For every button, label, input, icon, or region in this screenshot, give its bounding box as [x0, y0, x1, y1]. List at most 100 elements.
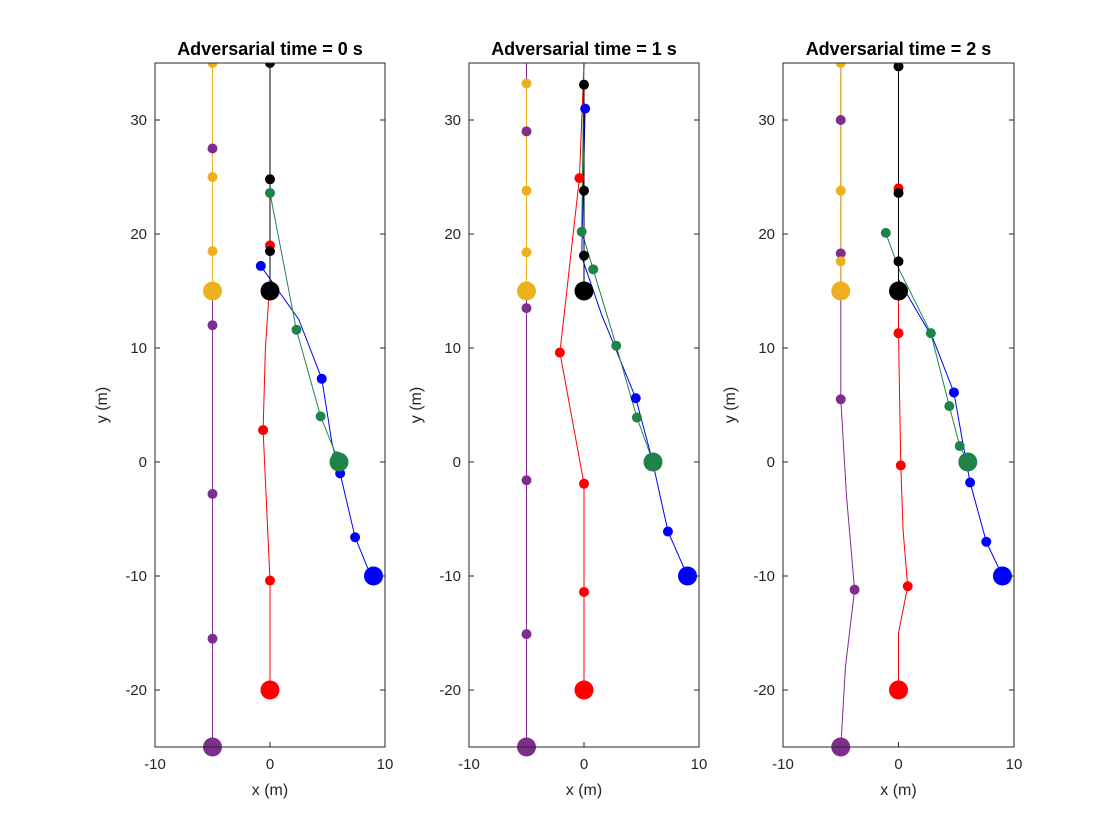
waypoint-5-2 [944, 401, 955, 412]
start-marker-3 [260, 680, 280, 700]
waypoint-6-1 [265, 246, 275, 257]
x-tick-label: 10 [377, 756, 394, 773]
waypoint-3-3 [893, 328, 904, 339]
start-marker-6 [574, 281, 594, 301]
waypoint-5-2 [611, 340, 622, 351]
waypoint-4-4 [316, 373, 327, 384]
waypoint-1-4 [521, 126, 532, 137]
waypoint-5-4 [265, 187, 275, 198]
y-tick-label: 20 [444, 226, 461, 243]
waypoint-5-4 [880, 227, 891, 238]
waypoint-5-1 [631, 412, 642, 423]
waypoint-5-1 [954, 441, 965, 452]
y-tick-label: 10 [130, 340, 147, 357]
subplot-1: -10 0 10 -20 -10 0 10 20 30 Adversarial time = 0 … [94, 39, 393, 799]
waypoint-6-3 [579, 79, 589, 90]
waypoint-2-1 [207, 246, 218, 257]
start-marker-3 [574, 680, 594, 700]
x-tick-label: 10 [1006, 756, 1023, 773]
waypoint-6-1 [579, 250, 589, 261]
y-tick-label: 30 [130, 112, 147, 129]
waypoint-1-3 [521, 303, 532, 314]
waypoint-1-1 [849, 584, 860, 595]
start-marker-3 [889, 680, 908, 700]
waypoint-4-2 [630, 393, 641, 404]
chart-title: Adversarial time = 2 s [806, 39, 992, 59]
y-tick-label: -10 [125, 568, 147, 585]
start-marker-2 [203, 281, 222, 301]
waypoint-1-4 [207, 143, 218, 154]
y-tick-label: -20 [439, 682, 461, 699]
waypoint-3-1 [265, 575, 275, 586]
waypoint-6-2 [579, 185, 589, 196]
start-marker-6 [889, 281, 908, 301]
waypoint-5-3 [588, 264, 599, 275]
waypoint-2-2 [835, 185, 846, 196]
x-tick-label: 10 [691, 756, 708, 773]
y-tick-label: 30 [444, 112, 461, 129]
chart-title: Adversarial time = 0 s [177, 39, 363, 59]
data-layer [521, 63, 688, 747]
y-tick-label: 10 [444, 340, 461, 357]
waypoint-6-1 [893, 256, 904, 267]
y-tick-label: -20 [125, 682, 147, 699]
waypoint-4-2 [350, 532, 361, 543]
y-tick-label: 0 [767, 454, 775, 471]
y-tick-label: -10 [439, 568, 461, 585]
start-marker-6 [260, 281, 280, 301]
waypoint-4-1 [662, 526, 673, 537]
waypoint-1-2 [521, 475, 532, 486]
start-marker-5 [643, 452, 663, 472]
y-tick-label: 20 [130, 226, 147, 243]
x-tick-label: 0 [894, 756, 902, 773]
waypoint-4-3 [948, 387, 959, 398]
start-marker-5 [329, 452, 349, 472]
y-tick-label: -20 [753, 682, 775, 699]
y-axis-label: y (m) [408, 387, 425, 423]
waypoint-3-2 [258, 425, 269, 436]
y-axis-label: y (m) [722, 387, 739, 423]
waypoint-2-3 [835, 63, 846, 68]
waypoint-1-1 [207, 633, 218, 644]
trajectory-line-5 [581, 63, 654, 463]
waypoint-5-2 [315, 411, 326, 422]
waypoint-5-3 [291, 324, 302, 335]
waypoint-1-4 [835, 115, 846, 125]
x-tick-label: -10 [144, 756, 166, 773]
waypoint-2-3 [207, 63, 218, 68]
waypoint-3-3 [554, 347, 565, 358]
waypoint-3-4 [574, 173, 585, 184]
start-marker-2 [517, 281, 536, 301]
start-marker-4 [678, 566, 697, 586]
y-tick-label: 0 [453, 454, 461, 471]
subplot-3: -10 0 10 -20 -10 0 10 20 30 Adversarial time = 2 … [722, 39, 1022, 799]
waypoint-2-3 [521, 78, 532, 89]
waypoint-6-2 [265, 174, 275, 185]
waypoint-6-2 [893, 187, 904, 198]
y-tick-label: 20 [758, 226, 775, 243]
start-marker-4 [992, 566, 1012, 586]
trajectory-line-3 [559, 63, 585, 690]
x-tick-label: -10 [772, 756, 794, 773]
waypoint-3-2 [895, 460, 906, 471]
waypoint-4-1 [981, 536, 992, 547]
x-axis-label: x (m) [252, 782, 288, 799]
subplot-2: -10 0 10 -20 -10 0 10 20 30 Adversarial time = 1 … [408, 39, 707, 799]
y-tick-label: -10 [753, 568, 775, 585]
y-tick-label: 30 [758, 112, 775, 129]
waypoint-5-3 [925, 328, 936, 339]
waypoint-4-5 [255, 260, 266, 271]
y-axis-label: y (m) [94, 387, 111, 423]
y-tick-label: 10 [758, 340, 775, 357]
y-tick-label: 0 [139, 454, 147, 471]
waypoint-3-1 [902, 581, 913, 592]
waypoint-1-2 [835, 394, 846, 405]
x-tick-label: -10 [458, 756, 480, 773]
waypoint-3-2 [579, 478, 589, 489]
x-tick-label: 0 [266, 756, 274, 773]
x-tick-label: 0 [580, 756, 588, 773]
x-axis-label: x (m) [566, 782, 602, 799]
waypoint-3-1 [579, 586, 589, 597]
start-marker-4 [364, 566, 383, 586]
start-marker-2 [831, 281, 851, 301]
